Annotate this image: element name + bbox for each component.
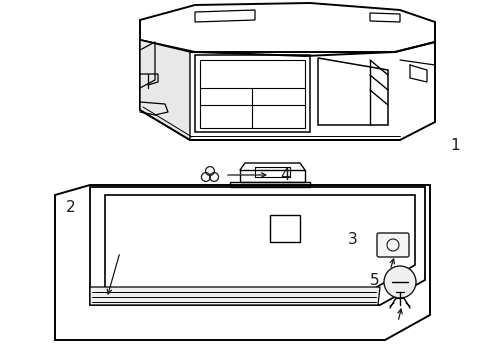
Text: 4: 4 (280, 167, 290, 183)
Text: 1: 1 (451, 138, 461, 153)
Text: 5: 5 (370, 273, 380, 288)
Polygon shape (140, 40, 190, 140)
Polygon shape (90, 287, 380, 305)
Circle shape (384, 266, 416, 298)
Text: 3: 3 (348, 232, 358, 247)
FancyBboxPatch shape (377, 233, 409, 257)
Text: 2: 2 (66, 199, 76, 215)
